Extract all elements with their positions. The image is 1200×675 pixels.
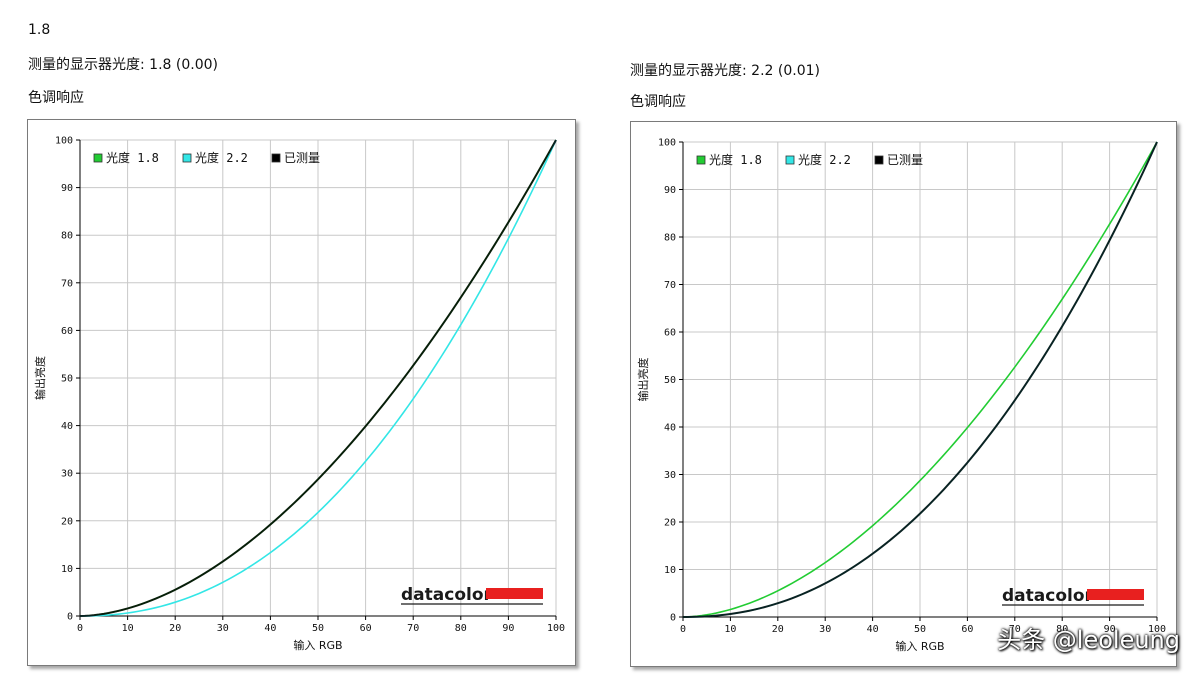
series-line-1 [682,141,1158,618]
y-tick-label: 40 [664,423,676,434]
x-tick-label: 20 [169,623,181,634]
y-tick-label: 70 [664,280,676,291]
x-tick-label: 90 [502,623,514,634]
chart-svg: 0 10 20 30 40 50 60 70 80 90 100 0 10 20 30 40 50 60 70 80 9… [33,136,565,653]
watermark-text: 头条 @leoleung [997,626,1180,654]
measured-gamma-text-right: 测量的显示器光度: 2.2 (0.01) [630,63,820,79]
legend-label: 光度 1.8 [709,152,762,167]
y-tick-label: 70 [61,278,73,289]
x-tick-label: 30 [217,623,229,634]
x-tick-label: 0 [680,624,686,635]
y-tick-label: 30 [664,470,676,481]
legend-swatch [93,153,103,163]
y-tick-label: 50 [664,375,676,386]
x-tick-label: 40 [264,623,276,634]
tone-response-title-right: 色调响应 [630,94,686,110]
x-tick-label: 70 [407,623,419,634]
legend-label: 光度 2.2 [195,150,248,165]
measured-gamma-text-left: 测量的显示器光度: 1.8 (0.00) [28,57,218,73]
top-label: 1.8 [28,22,51,38]
x-tick-label: 60 [360,623,372,634]
y-tick-label: 90 [61,183,73,194]
y-tick-label: 0 [67,612,73,623]
legend-swatch [785,155,795,165]
datacolor-logo-bar [1087,589,1144,600]
y-tick-label: 80 [664,233,676,244]
y-tick-label: 40 [61,421,73,432]
x-tick-label: 80 [1056,624,1068,635]
series-line-2 [79,139,557,617]
tone-response-chart-right: 0 10 20 30 40 50 60 70 80 90 100 0 10 20 30 40 50 60 70 80 9… [630,121,1177,667]
tone-response-title-left: 色调响应 [28,90,84,106]
legend-swatch [696,155,706,165]
y-tick-label: 10 [664,565,676,576]
legend-label: 已测量 [887,153,923,167]
x-tick-label: 10 [724,624,736,635]
y-tick-label: 20 [664,518,676,529]
x-tick-label: 10 [122,623,134,634]
series-line-3 [682,141,1158,618]
y-tick-label: 10 [61,564,73,575]
x-tick-label: 30 [819,624,831,635]
x-tick-label: 60 [961,624,973,635]
tone-response-chart-left: 0 10 20 30 40 50 60 70 80 90 100 0 10 20 30 40 50 60 70 80 9… [27,119,576,666]
y-tick-label: 80 [61,231,73,242]
datacolor-logo-bar [486,588,543,599]
x-tick-label: 80 [455,623,467,634]
y-axis-title: 输出亮度 [636,358,650,402]
legend-label: 已测量 [284,151,320,165]
y-tick-label: 60 [664,328,676,339]
legend-swatch [182,153,192,163]
y-tick-label: 100 [658,138,676,149]
x-tick-label: 40 [867,624,879,635]
x-axis-title: 输入 RGB [895,639,944,653]
y-axis-title: 输出亮度 [33,356,47,400]
y-tick-label: 90 [664,185,676,196]
x-tick-label: 100 [1148,624,1166,635]
x-tick-label: 50 [312,623,324,634]
x-tick-label: 70 [1009,624,1021,635]
series-line-3 [79,139,557,617]
y-tick-label: 30 [61,469,73,480]
x-tick-label: 50 [914,624,926,635]
x-tick-label: 100 [547,623,565,634]
datacolor-logo-text: datacolor [401,585,493,605]
x-axis-title: 输入 RGB [293,638,342,652]
x-tick-label: 0 [77,623,83,634]
y-tick-label: 20 [61,516,73,527]
y-tick-label: 0 [670,613,676,624]
legend-swatch [271,153,281,163]
legend-label: 光度 2.2 [798,152,851,167]
legend-swatch [874,155,884,165]
y-tick-label: 60 [61,326,73,337]
y-tick-label: 50 [61,374,73,385]
y-tick-label: 100 [55,136,73,147]
chart-svg: 0 10 20 30 40 50 60 70 80 90 100 0 10 20 30 40 50 60 70 80 9… [636,138,1166,654]
datacolor-logo-text: datacolor [1002,586,1094,606]
legend-label: 光度 1.8 [106,150,159,165]
x-tick-label: 90 [1104,624,1116,635]
x-tick-label: 20 [772,624,784,635]
